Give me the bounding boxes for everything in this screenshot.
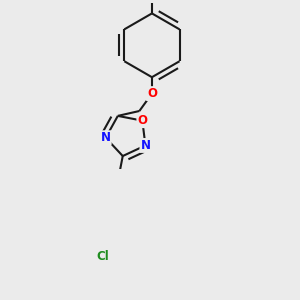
- Text: N: N: [140, 139, 150, 152]
- Text: O: O: [147, 87, 157, 100]
- Text: Cl: Cl: [97, 250, 110, 263]
- Text: N: N: [101, 131, 111, 144]
- Text: O: O: [137, 114, 147, 127]
